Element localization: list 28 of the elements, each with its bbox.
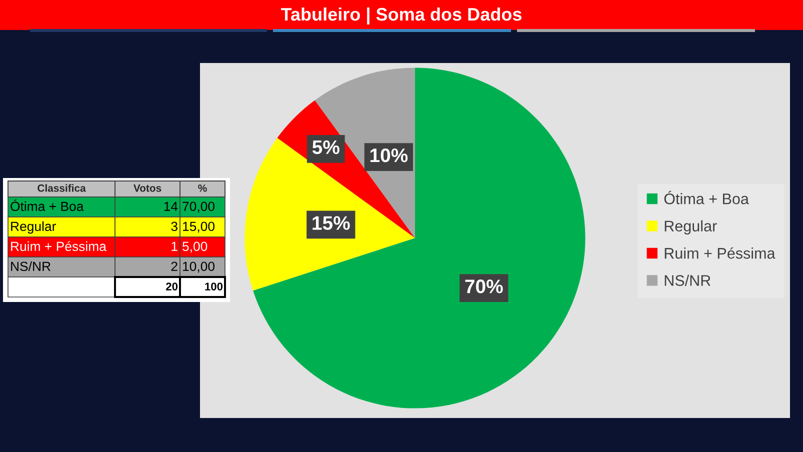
data-label: 5,00: [182, 242, 208, 253]
pie-slice: [253, 68, 586, 408]
data-label: 15%: [312, 216, 350, 230]
category-label: Ruim + Péssima: [11, 241, 106, 252]
data-label: 15,00: [183, 222, 214, 233]
pie-slice: [244, 138, 415, 291]
text: 20: [166, 282, 178, 290]
category-label: Regular: [11, 221, 56, 234]
data-label: 10,00: [183, 262, 214, 273]
legend-label: Ótima + Boa: [664, 190, 749, 204]
data-label: 14: [164, 202, 178, 211]
text: Classifica: [38, 184, 86, 192]
legend-label: Ruim + Péssima: [664, 247, 776, 259]
legend-label: NS/NR: [664, 274, 710, 286]
series-label: Votos: [133, 184, 162, 192]
series-label: %: [198, 184, 207, 192]
chart-title: Tabuleiro | Soma dos Dados: [280, 7, 522, 25]
data-label: 10%: [370, 148, 408, 162]
data-label: 70,00: [182, 202, 214, 213]
data-label: 3: [171, 222, 178, 232]
category-label: Ótima + Boa: [10, 199, 84, 212]
category-label: NS/NR: [11, 261, 50, 272]
legend-label: Regular: [664, 220, 717, 235]
data-label: 70%: [465, 280, 503, 294]
data-label: 5%: [312, 140, 340, 154]
data-label: 1: [172, 242, 178, 251]
data-label: 2: [171, 262, 178, 271]
text: 100: [205, 282, 223, 290]
